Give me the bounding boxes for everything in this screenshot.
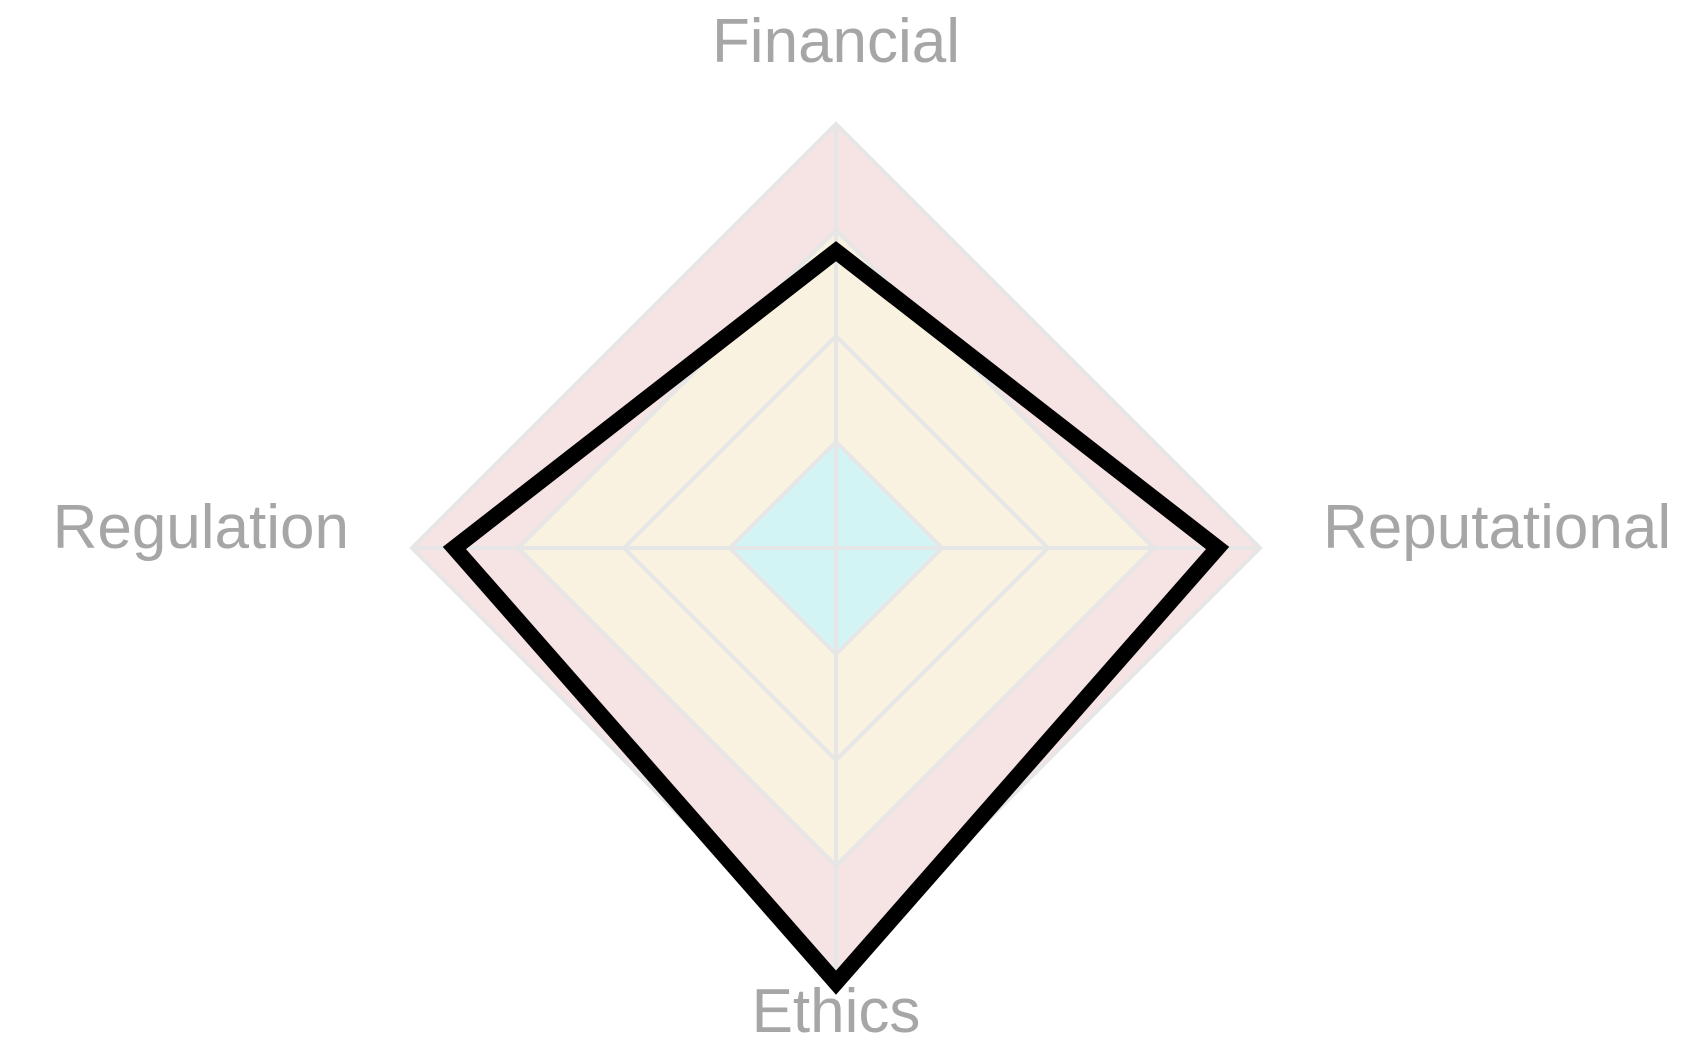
axis-label-reputational: Reputational bbox=[1323, 493, 1671, 562]
axis-label-ethics: Ethics bbox=[752, 977, 921, 1046]
axis-label-financial: Financial bbox=[712, 7, 960, 76]
axis-label-regulation: Regulation bbox=[53, 493, 349, 562]
radar-spokes bbox=[412, 124, 1260, 972]
radar-series bbox=[442, 241, 1230, 995]
series-outline-0 bbox=[442, 241, 1230, 995]
